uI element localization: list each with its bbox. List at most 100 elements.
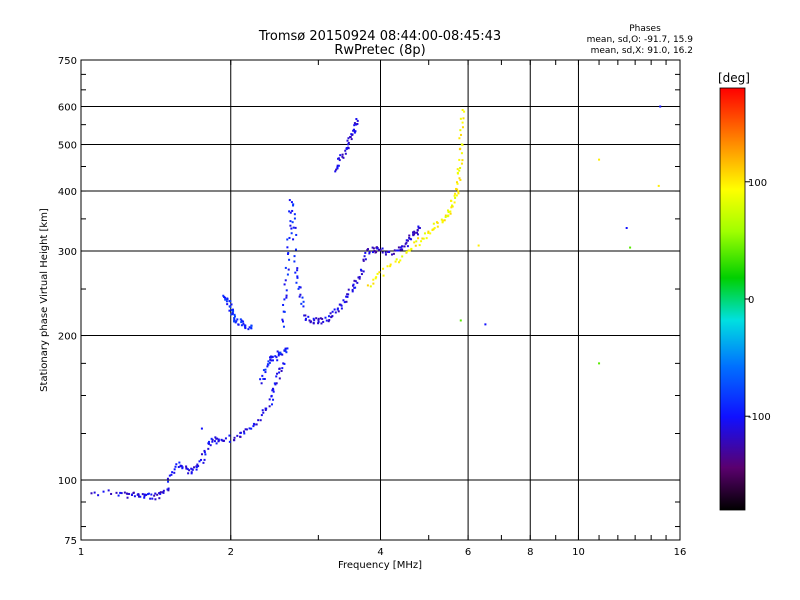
data-point	[197, 465, 200, 468]
data-point	[260, 382, 263, 385]
data-point	[272, 388, 275, 391]
data-point	[190, 472, 193, 475]
data-point	[224, 437, 227, 440]
data-point	[378, 271, 381, 274]
data-point	[234, 321, 237, 324]
data-point	[284, 266, 287, 269]
data-point	[271, 403, 274, 406]
data-point	[397, 261, 400, 264]
data-point	[372, 278, 375, 281]
data-point	[276, 350, 279, 353]
data-point	[213, 440, 216, 443]
data-point	[225, 298, 228, 301]
data-point	[598, 362, 601, 365]
data-point	[236, 318, 239, 321]
data-point	[328, 318, 331, 321]
data-point	[190, 467, 193, 470]
data-point	[233, 436, 236, 439]
data-point	[293, 217, 296, 220]
data-point	[149, 497, 152, 500]
data-point	[353, 131, 356, 134]
data-point	[461, 121, 464, 124]
data-point	[444, 215, 447, 218]
data-point	[415, 231, 418, 234]
data-point	[286, 246, 289, 249]
data-point	[102, 490, 105, 493]
data-point	[229, 300, 232, 303]
data-point	[141, 493, 144, 496]
data-point	[386, 265, 389, 268]
data-point	[347, 146, 350, 149]
data-point	[242, 430, 245, 433]
data-point	[214, 436, 217, 439]
data-point	[336, 164, 339, 167]
data-point	[137, 495, 140, 498]
data-point	[151, 497, 154, 500]
data-point	[453, 194, 456, 197]
data-point	[150, 493, 153, 496]
data-point	[281, 318, 284, 321]
data-point	[422, 237, 425, 240]
data-point	[143, 494, 146, 497]
data-point	[301, 296, 304, 299]
data-point	[449, 210, 452, 213]
data-point	[262, 377, 265, 380]
data-point	[351, 288, 354, 291]
data-point	[451, 204, 454, 207]
data-point	[449, 212, 452, 215]
data-point	[263, 377, 266, 380]
data-point	[293, 255, 296, 258]
data-point	[217, 439, 220, 442]
data-point	[405, 250, 408, 253]
data-point	[312, 322, 315, 325]
data-point	[277, 354, 280, 357]
data-point	[273, 382, 276, 385]
data-point	[355, 118, 358, 121]
data-point	[278, 377, 281, 380]
data-point	[458, 177, 461, 180]
data-point	[290, 201, 293, 204]
data-point	[423, 232, 426, 235]
data-point	[262, 411, 265, 414]
data-point	[300, 302, 303, 305]
data-point	[97, 494, 100, 497]
data-point	[259, 419, 262, 422]
data-point	[295, 233, 298, 236]
data-point	[128, 492, 131, 495]
data-point	[119, 491, 122, 494]
data-point	[392, 252, 395, 255]
data-point	[287, 252, 290, 255]
y-tick-label: 100	[58, 476, 77, 487]
data-point	[282, 310, 285, 313]
data-point	[396, 249, 399, 252]
data-point	[233, 313, 236, 316]
data-point	[346, 139, 349, 142]
data-point	[159, 491, 162, 494]
data-point	[389, 265, 392, 268]
data-point	[413, 231, 416, 234]
data-point	[248, 326, 251, 329]
data-point	[174, 465, 177, 468]
data-point	[296, 276, 299, 279]
x-tick-label: 10	[572, 547, 585, 558]
data-point	[325, 319, 328, 322]
data-point	[382, 274, 385, 277]
data-point	[456, 182, 459, 185]
data-point	[372, 247, 375, 250]
data-point	[294, 271, 297, 274]
data-point	[235, 320, 238, 323]
data-point	[307, 315, 310, 318]
data-point	[457, 192, 460, 195]
x-tick-label: 4	[377, 547, 383, 558]
data-point	[230, 308, 233, 311]
data-point	[317, 318, 320, 321]
data-point	[331, 310, 334, 313]
data-point	[456, 168, 459, 171]
data-point	[200, 453, 203, 456]
data-point	[416, 229, 419, 232]
data-point	[431, 229, 434, 232]
data-point	[186, 468, 189, 471]
data-point	[304, 319, 307, 322]
data-point	[444, 214, 447, 217]
data-point	[327, 315, 330, 318]
